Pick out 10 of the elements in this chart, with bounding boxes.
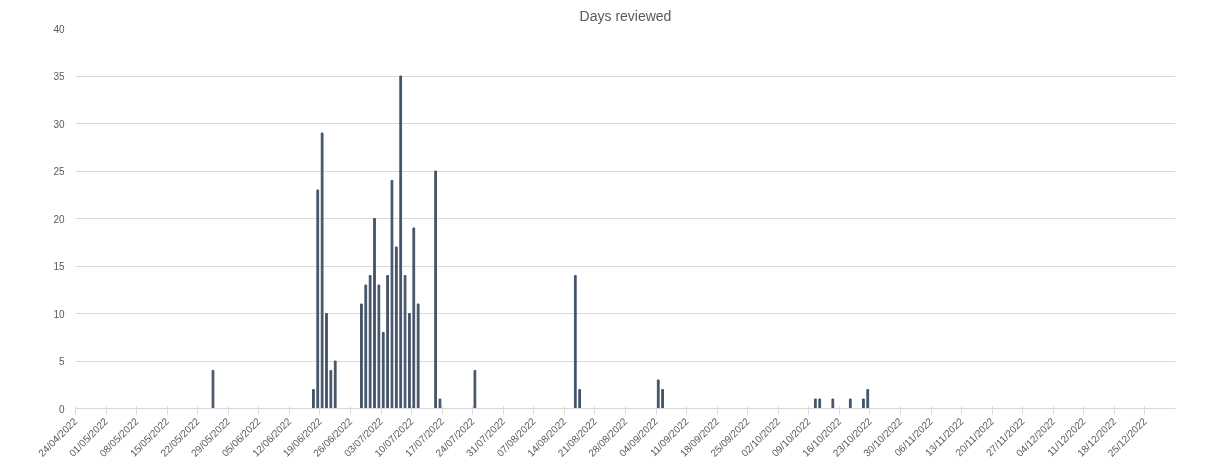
y-tick-label: 10: [53, 308, 65, 320]
chart-title: Days reviewed: [579, 7, 672, 24]
y-tick-label: 30: [53, 118, 65, 130]
y-tick-label: 25: [53, 166, 65, 177]
y-tick-label: 20: [53, 213, 65, 225]
y-tick-label: 35: [53, 71, 65, 82]
y-tick-label: 0: [58, 403, 65, 415]
y-tick-label: 5: [58, 356, 65, 367]
y-tick-label: 40: [53, 23, 65, 35]
y-tick-label: 15: [53, 261, 65, 272]
